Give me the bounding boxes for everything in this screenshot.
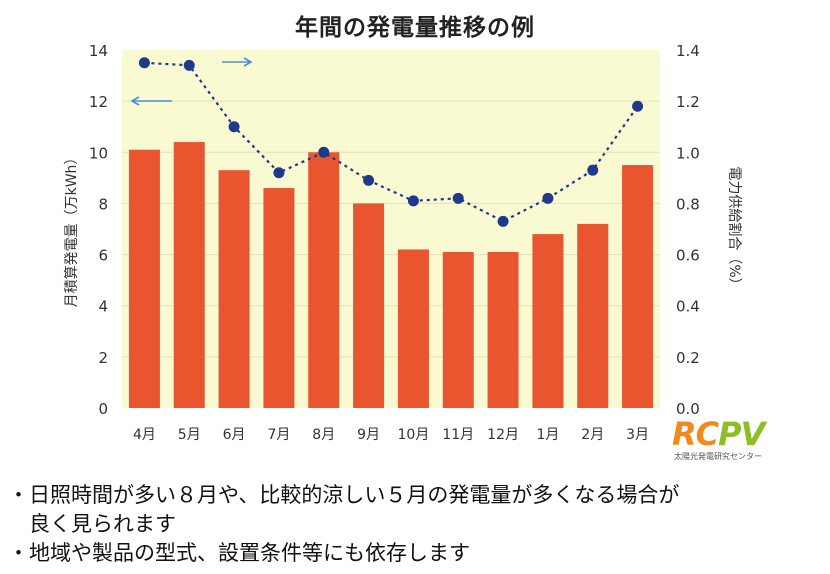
bar — [128, 149, 160, 408]
y-tick-label-right: 1.0 — [676, 144, 700, 162]
bar — [397, 249, 429, 408]
logo-mark: RCPV — [672, 415, 765, 453]
plot-background — [122, 50, 660, 408]
line-point — [183, 59, 195, 71]
y-tick-label-left: 10 — [89, 144, 108, 162]
line-series — [138, 57, 644, 227]
note-line-3: ・地域や製品の型式、設置条件等にも依存します — [8, 541, 470, 565]
axis-indicator-arrows — [130, 57, 253, 106]
x-tick-label: 4月 — [133, 427, 156, 443]
logo-tagline: 太陽光発電研究センター — [674, 452, 762, 461]
x-tick-label: 7月 — [267, 427, 290, 443]
line-path — [144, 61, 639, 223]
chart: 0 0.0 2 0.2 4 0.4 6 0.6 8 0.8 10 1.0 12 1.2 14 1.4 4月 5月 6… — [64, 42, 743, 443]
line-point — [542, 192, 554, 204]
line-point — [497, 215, 509, 227]
line-point — [452, 192, 464, 204]
y-tick-label-right: 1.4 — [676, 42, 700, 60]
bar — [308, 152, 340, 408]
left-arrow-head — [130, 96, 140, 106]
bar-series — [128, 142, 654, 409]
chart-title: 年間の発電量推移の例 — [295, 15, 535, 41]
x-tick-label: 6月 — [223, 427, 246, 443]
bar — [532, 234, 564, 408]
x-tick-label: 10月 — [398, 427, 430, 443]
y-tick-label-right: 0.8 — [676, 195, 700, 213]
y-axis-label-right: 電力供給割合（%） — [726, 166, 743, 291]
x-tick-label: 1月 — [536, 427, 559, 443]
x-tick-label: 8月 — [312, 427, 335, 443]
line-point — [228, 121, 240, 133]
y-tick-label-left: 2 — [98, 349, 108, 367]
bar — [622, 165, 654, 408]
gridlines — [122, 100, 660, 358]
rcpv-logo: RCPV 太陽光発電研究センター — [672, 415, 782, 465]
line-point — [407, 195, 419, 207]
y-tick-label-left: 12 — [89, 93, 108, 111]
y-tick-label-left: 14 — [89, 42, 108, 60]
line-point — [632, 100, 644, 112]
bar — [577, 223, 609, 408]
bar — [442, 252, 474, 408]
bar — [218, 170, 250, 408]
x-tick-label: 12月 — [487, 427, 519, 443]
y-tick-label-right: 0.2 — [676, 349, 700, 367]
y-tick-label-right: 1.2 — [676, 93, 700, 111]
note-line-2: 良く見られます — [8, 512, 176, 536]
y-tick-label-left: 0 — [98, 400, 108, 418]
y-tick-label-left: 8 — [98, 195, 108, 213]
line-point — [138, 57, 150, 69]
x-tick-label: 9月 — [357, 427, 380, 443]
right-arrow-head — [243, 57, 253, 67]
x-tick-label: 5月 — [178, 427, 201, 443]
line-point — [363, 174, 375, 186]
tick-labels: 0 0.0 2 0.2 4 0.4 6 0.6 8 0.8 10 1.0 12 1.2 14 1.4 4月 5月 6… — [89, 42, 700, 443]
line-point — [587, 164, 599, 176]
y-tick-label-right: 0.0 — [676, 400, 700, 418]
y-tick-label-left: 6 — [98, 247, 108, 265]
bar — [173, 142, 205, 409]
x-tick-label: 2月 — [581, 427, 604, 443]
bar — [487, 252, 519, 408]
x-tick-label: 11月 — [442, 427, 474, 443]
bar — [353, 203, 385, 408]
y-tick-label-left: 4 — [98, 298, 108, 316]
line-point — [273, 167, 285, 179]
x-tick-label: 3月 — [626, 427, 649, 443]
y-axis-label-left: 月積算発電量（万kWh） — [64, 151, 80, 308]
note-line-1: ・日照時間が多い８月や、比較的涼しい５月の発電量が多くなる場合が — [8, 483, 680, 507]
y-tick-label-right: 0.6 — [676, 247, 700, 265]
line-point — [318, 146, 330, 158]
bar — [263, 188, 295, 408]
y-tick-label-right: 0.4 — [676, 298, 700, 316]
